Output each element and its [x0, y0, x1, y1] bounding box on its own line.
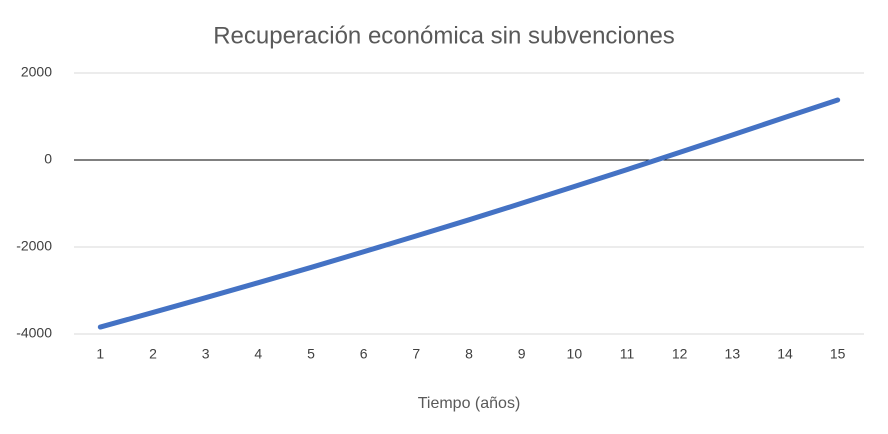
y-tick-label: 2000 — [21, 64, 52, 80]
x-tick-label: 12 — [672, 346, 688, 362]
x-tick-label: 11 — [620, 346, 635, 362]
x-tick-label: 6 — [360, 346, 368, 362]
y-tick-label: 0 — [44, 151, 52, 167]
x-tick-label: 1 — [96, 346, 104, 362]
x-tick-label: 8 — [465, 346, 473, 362]
x-tick-label: 5 — [307, 346, 315, 362]
x-axis-label: Tiempo (años) — [418, 395, 521, 412]
x-tick-label: 3 — [202, 346, 210, 362]
x-tick-label: 2 — [149, 346, 157, 362]
x-tick-label: 13 — [725, 346, 741, 362]
x-tick-label: 14 — [777, 346, 793, 362]
line — [97, 97, 841, 330]
x-tick-label: 7 — [412, 346, 420, 362]
x-tick-label: 4 — [254, 346, 262, 362]
y-tick-label: -2000 — [16, 238, 52, 254]
x-tick-label: 15 — [830, 346, 846, 362]
y-tick-label: -4000 — [16, 325, 52, 341]
chart-title: Recuperación económica sin subvenciones — [213, 22, 675, 49]
x-tick-label: 10 — [567, 346, 583, 362]
x-tick-label: 9 — [518, 346, 526, 362]
